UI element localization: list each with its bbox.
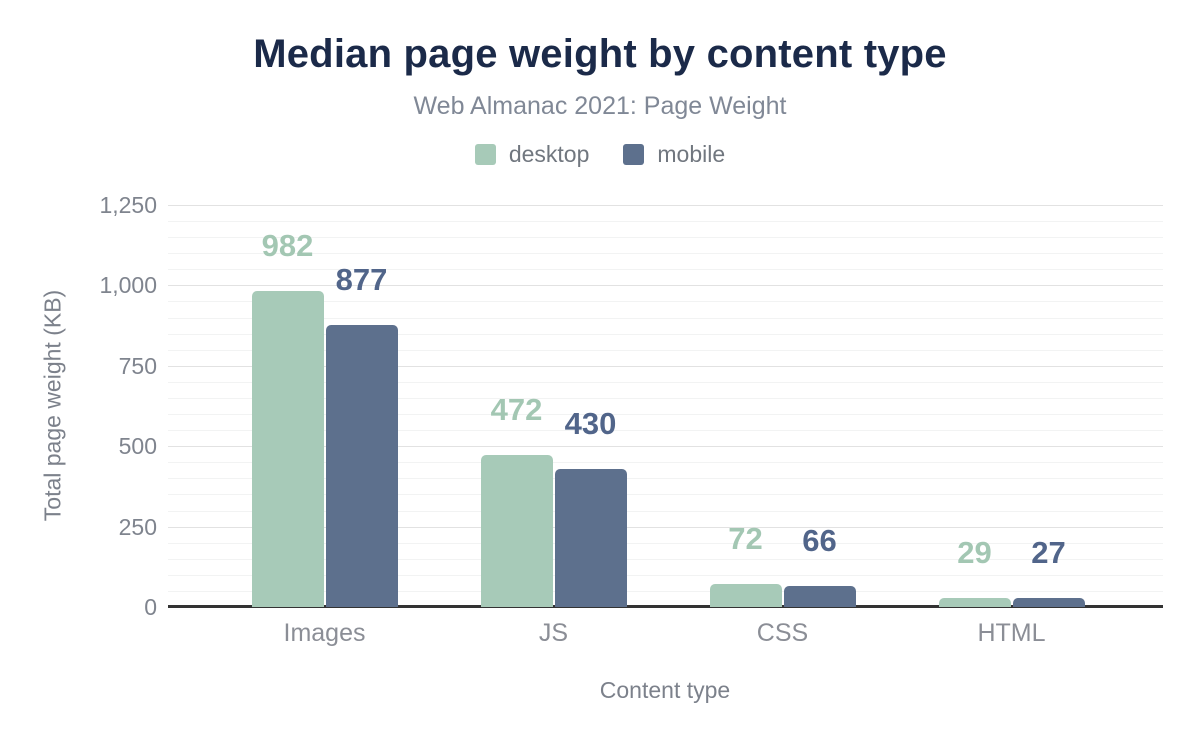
minor-gridline [168,462,1163,464]
minor-gridline [168,494,1163,496]
minor-gridline [168,574,1163,576]
major-gridline [168,365,1163,367]
x-tick-label-images: Images [283,619,366,647]
mobile-bar-css [783,586,856,607]
legend: desktop mobile [0,141,1200,168]
minor-gridline [168,221,1163,223]
mobile-bar-js [554,469,627,607]
desktop-value-label-css: 72 [728,521,763,556]
legend-item-mobile: mobile [623,141,725,168]
minor-gridline [168,333,1163,335]
mobile-bar-html [1012,598,1085,607]
major-gridline [168,526,1163,528]
minor-gridline [168,237,1163,239]
minor-gridline [168,301,1163,303]
legend-swatch-icon [474,144,496,165]
minor-gridline [168,397,1163,399]
desktop-value-label-html: 29 [957,535,992,570]
legend-label: mobile [657,141,726,167]
desktop-value-label-images: 982 [261,228,314,263]
legend-swatch-icon [623,144,645,165]
legend-item-desktop: desktop [474,141,590,168]
major-gridline [168,205,1163,206]
y-tick-label: 500 [118,433,157,460]
minor-gridline [168,510,1163,512]
mobile-bar-images [325,325,398,607]
desktop-bar-css [709,584,782,607]
plot-area: 982 877 472 430 72 66 29 27 [168,205,1163,608]
x-axis-title: Content type [599,677,731,703]
y-tick-label: 1,000 [99,272,157,299]
minor-gridline [168,317,1163,319]
x-tick-label-css: CSS [756,619,809,647]
legend-label: desktop [508,141,590,167]
minor-gridline [168,381,1163,383]
major-gridline [168,285,1163,287]
desktop-bar-html [938,598,1011,607]
minor-gridline [168,590,1163,592]
y-tick-label: 1,250 [99,192,157,218]
minor-gridline [168,349,1163,351]
mobile-value-label-html: 27 [1031,535,1066,570]
minor-gridline [168,542,1163,544]
x-tick-label-js: JS [538,619,569,647]
minor-gridline [168,430,1163,432]
y-tick-label: 250 [118,513,157,540]
mobile-value-label-css: 66 [802,523,837,558]
desktop-bar-js [480,455,553,607]
y-tick-label: 750 [118,352,157,379]
x-tick-label-html: HTML [977,619,1046,647]
chart-subtitle: Web Almanac 2021: Page Weight [413,92,787,120]
minor-gridline [168,414,1163,416]
minor-gridline [168,269,1163,271]
mobile-value-label-js: 430 [564,406,617,441]
major-gridline [168,446,1163,448]
y-axis-title: Total page weight (KB) [39,289,66,522]
desktop-bar-images [251,291,324,607]
chart-title: Median page weight by content type [253,32,947,76]
minor-gridline [168,253,1163,255]
x-axis-line [168,605,1163,608]
mobile-value-label-images: 877 [335,262,388,297]
minor-gridline [168,558,1163,560]
y-tick-label: 0 [144,594,157,620]
minor-gridline [168,478,1163,480]
desktop-value-label-js: 472 [490,392,543,427]
